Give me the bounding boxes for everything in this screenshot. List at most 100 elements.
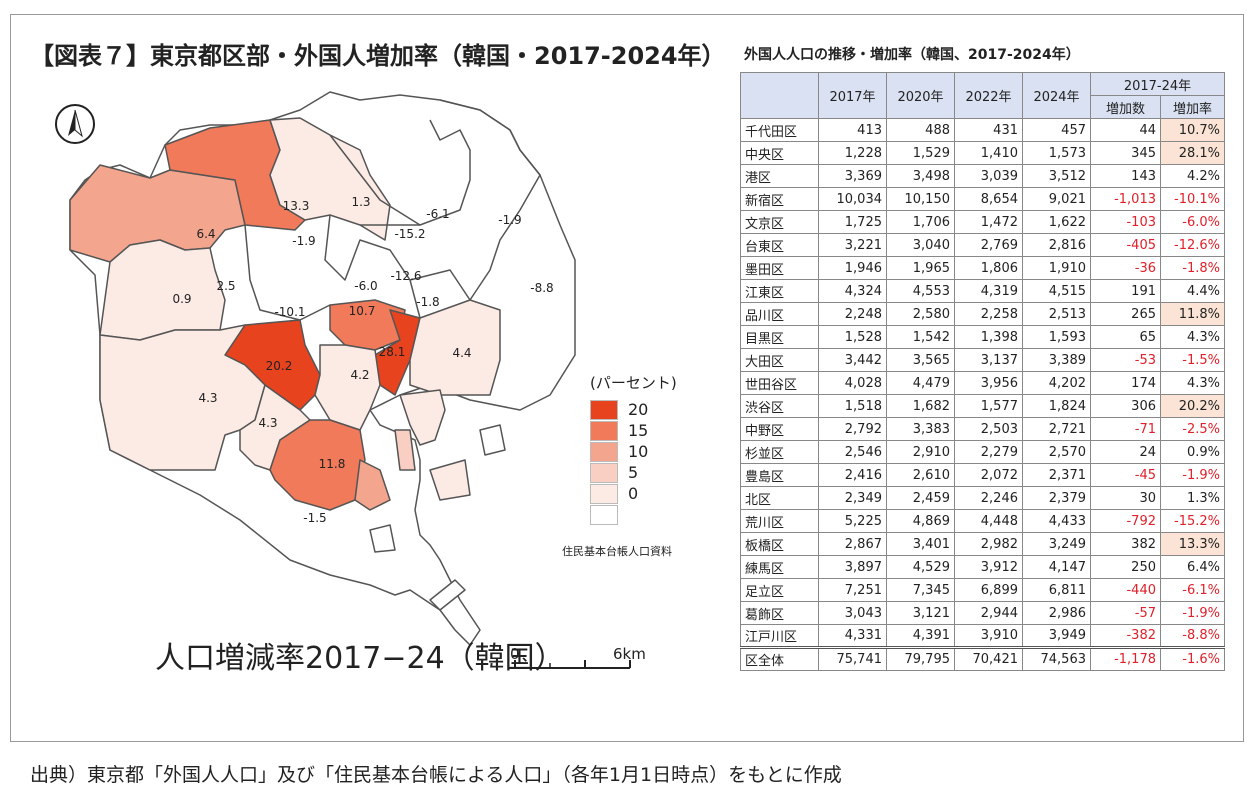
- value-2022-cell: 1,398: [954, 325, 1023, 349]
- table-row: 板橋区 2,867 3,401 2,982 3,249 382 13.3%: [740, 532, 1225, 556]
- value-2017-cell: 2,349: [818, 486, 887, 510]
- value-2024-cell: 4,433: [1022, 509, 1091, 533]
- value-2017-cell: 10,034: [818, 187, 887, 211]
- legend-swatch: [590, 462, 618, 483]
- value-2020-cell: 2,580: [886, 302, 955, 326]
- map-ward-label: 1.3: [351, 195, 370, 209]
- value-2020-cell: 1,529: [886, 141, 955, 165]
- col-2017: 2017年: [818, 72, 887, 119]
- rate-cell: -1.9%: [1160, 601, 1225, 625]
- table-row: 千代田区 413 488 431 457 44 10.7%: [740, 118, 1225, 142]
- value-2020-cell: 1,682: [886, 394, 955, 418]
- legend-label: 0: [628, 484, 639, 503]
- rate-cell: -12.6%: [1160, 233, 1225, 257]
- ward-shape-shinagawa: [269, 419, 366, 511]
- value-2017-cell: 7,251: [818, 578, 887, 602]
- map-ward-label: 11.8: [319, 457, 346, 471]
- value-2022-cell: 2,944: [954, 601, 1023, 625]
- value-2020-cell: 7,345: [886, 578, 955, 602]
- ward-name-cell: 港区: [740, 164, 819, 188]
- value-2024-cell: 1,910: [1022, 256, 1091, 280]
- map-ward-label: 28.1: [379, 345, 406, 359]
- increase-cell: -405: [1090, 233, 1161, 257]
- map-ward-label: -6.0: [354, 279, 377, 293]
- increase-cell: -103: [1090, 210, 1161, 234]
- table-row: 中野区 2,792 3,383 2,503 2,721 -71 -2.5%: [740, 417, 1225, 441]
- value-2020-cell: 1,965: [886, 256, 955, 280]
- value-2017-cell: 2,792: [818, 417, 887, 441]
- value-2024-cell: 1,622: [1022, 210, 1091, 234]
- rate-cell: 4.3%: [1160, 371, 1225, 395]
- value-2020-cell: 4,869: [886, 509, 955, 533]
- value-2024-cell: 3,249: [1022, 532, 1091, 556]
- rate-cell: -6.0%: [1160, 210, 1225, 234]
- value-2017-cell: 3,369: [818, 164, 887, 188]
- value-2020-cell: 3,383: [886, 417, 955, 441]
- rate-cell: 10.7%: [1160, 118, 1225, 142]
- north-arrow-icon: [55, 104, 95, 144]
- value-2024-cell: 4,202: [1022, 371, 1091, 395]
- value-2017-cell: 1,518: [818, 394, 887, 418]
- map-ward-label: 2.5: [216, 279, 235, 293]
- value-2024-cell: 74,563: [1022, 646, 1091, 671]
- increase-cell: -53: [1090, 348, 1161, 372]
- ward-shape-koto: [409, 299, 501, 396]
- increase-cell: 44: [1090, 118, 1161, 142]
- value-2017-cell: 4,331: [818, 624, 887, 648]
- increase-cell: 382: [1090, 532, 1161, 556]
- value-2022-cell: 4,319: [954, 279, 1023, 303]
- ward-shape-port1: [399, 389, 446, 446]
- figure-title: 【図表７】東京都区部・外国人増加率（韓国・2017-2024年）: [30, 42, 726, 70]
- value-2020-cell: 2,459: [886, 486, 955, 510]
- value-2017-cell: 1,946: [818, 256, 887, 280]
- data-table: 2017年 2020年 2022年 2024年 2017-24年 増加数 増加率…: [740, 72, 1225, 671]
- table-row: 江東区 4,324 4,553 4,319 4,515 191 4.4%: [740, 279, 1225, 303]
- legend-swatch: [590, 483, 618, 504]
- map-ward-label: 10.7: [349, 304, 376, 318]
- table-title: 外国人人口の推移・増加率（韓国、2017-2024年）: [744, 47, 1080, 63]
- value-2024-cell: 3,949: [1022, 624, 1091, 648]
- value-2017-cell: 4,324: [818, 279, 887, 303]
- value-2020-cell: 4,479: [886, 371, 955, 395]
- table-row: 大田区 3,442 3,565 3,137 3,389 -53 -1.5%: [740, 348, 1225, 372]
- value-2017-cell: 2,546: [818, 440, 887, 464]
- map-ward-label: -6.1: [426, 207, 449, 221]
- col-2022: 2022年: [954, 72, 1023, 119]
- map-ward-label: -8.8: [530, 281, 553, 295]
- value-2022-cell: 1,806: [954, 256, 1023, 280]
- value-2017-cell: 1,528: [818, 325, 887, 349]
- value-2022-cell: 2,072: [954, 463, 1023, 487]
- ward-name-cell: 新宿区: [740, 187, 819, 211]
- increase-cell: 174: [1090, 371, 1161, 395]
- value-2020-cell: 2,910: [886, 440, 955, 464]
- legend-row: 20: [590, 399, 677, 420]
- map-ward-label: 4.3: [198, 391, 217, 405]
- value-2022-cell: 6,899: [954, 578, 1023, 602]
- ward-shape-chiyoda: [329, 299, 406, 351]
- table-row: 杉並区 2,546 2,910 2,279 2,570 24 0.9%: [740, 440, 1225, 464]
- ward-name-cell: 目黒区: [740, 325, 819, 349]
- rate-cell: -1.9%: [1160, 463, 1225, 487]
- legend-swatch: [590, 504, 618, 525]
- increase-cell: 306: [1090, 394, 1161, 418]
- value-2024-cell: 1,593: [1022, 325, 1091, 349]
- rate-cell: -1.8%: [1160, 256, 1225, 280]
- value-2017-cell: 2,248: [818, 302, 887, 326]
- map-ward-label: -1.9: [498, 213, 521, 227]
- rate-cell: 20.2%: [1160, 394, 1225, 418]
- increase-cell: 345: [1090, 141, 1161, 165]
- table-row: 新宿区 10,034 10,150 8,654 9,021 -1,013 -10.1%: [740, 187, 1225, 211]
- legend-row: 10: [590, 441, 677, 462]
- ward-name-cell: 練馬区: [740, 555, 819, 579]
- value-2024-cell: 3,512: [1022, 164, 1091, 188]
- value-2020-cell: 4,553: [886, 279, 955, 303]
- legend-title: (パーセント): [590, 374, 677, 392]
- col-rate: 増加率: [1160, 95, 1225, 119]
- increase-cell: -1,178: [1090, 646, 1161, 671]
- col-2020: 2020年: [886, 72, 955, 119]
- ward-border-north: [329, 119, 471, 226]
- rate-cell: 11.8%: [1160, 302, 1225, 326]
- table-row: 北区 2,349 2,459 2,246 2,379 30 1.3%: [740, 486, 1225, 510]
- map-scale: 0 6km: [510, 645, 650, 675]
- value-2024-cell: 2,513: [1022, 302, 1091, 326]
